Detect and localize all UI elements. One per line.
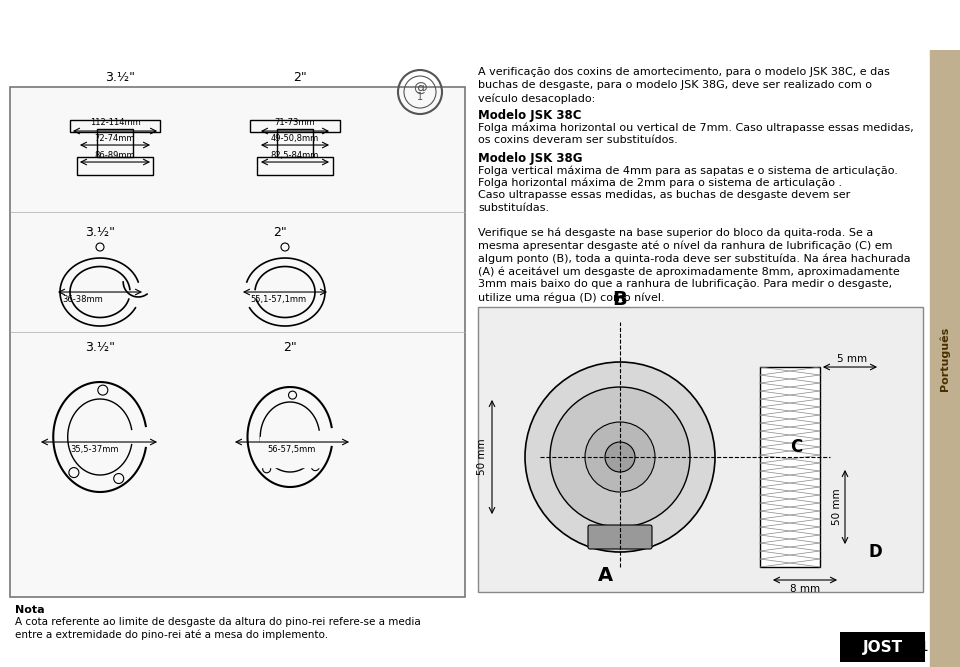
Text: 72-74mm: 72-74mm (95, 134, 135, 143)
Text: 2": 2" (274, 225, 287, 239)
Text: A: A (597, 566, 612, 585)
Text: A verificação dos coxins de amortecimento, para o modelo JSK 38C, e das: A verificação dos coxins de amorteciment… (478, 67, 890, 77)
Bar (10, 87, 465, 597)
Bar (760, 367, 820, 567)
Text: 3.½": 3.½" (105, 71, 135, 83)
Text: 50 mm: 50 mm (477, 439, 487, 476)
Text: veículo desacoplado:: veículo desacoplado: (478, 93, 595, 103)
Text: 1: 1 (417, 92, 423, 102)
Bar (257, 157, 333, 175)
Text: Folga máxima horizontal ou vertical de 7mm. Caso ultrapasse essas medidas,: Folga máxima horizontal ou vertical de 7… (478, 122, 914, 133)
Text: 3.½": 3.½" (85, 225, 115, 239)
Text: @: @ (413, 82, 427, 96)
Bar (77, 157, 153, 175)
Bar (478, 307, 923, 592)
Circle shape (605, 442, 635, 472)
Circle shape (550, 387, 690, 527)
Text: 36-38mm: 36-38mm (62, 295, 104, 304)
Bar (277, 129, 313, 157)
Bar (840, 632, 925, 662)
Bar (250, 120, 340, 132)
Text: substituídas.: substituídas. (478, 203, 549, 213)
Text: mesma apresentar desgaste até o nível da ranhura de lubrificação (C) em: mesma apresentar desgaste até o nível da… (478, 240, 893, 251)
Text: Nota: Nota (15, 605, 44, 615)
Text: 50 mm: 50 mm (832, 489, 842, 526)
Text: 8 mm: 8 mm (790, 584, 820, 594)
Text: 5 mm: 5 mm (837, 354, 867, 364)
Text: entre a extremidade do pino-rei até a mesa do implemento.: entre a extremidade do pino-rei até a me… (15, 629, 328, 640)
Text: Português: Português (940, 327, 950, 391)
Text: 49-50,8mm: 49-50,8mm (271, 134, 319, 143)
Text: 2": 2" (293, 71, 307, 83)
Text: 71-73mm: 71-73mm (275, 118, 315, 127)
Bar (930, 50, 960, 667)
Text: A cota referente ao limite de desgaste da altura do pino-rei refere-se a media: A cota referente ao limite de desgaste d… (15, 617, 420, 627)
Text: 86-89mm: 86-89mm (95, 151, 135, 160)
Text: 2": 2" (283, 341, 297, 354)
Text: 112-114mm: 112-114mm (89, 118, 140, 127)
Text: 82,5-84mm: 82,5-84mm (271, 151, 319, 160)
Text: buchas de desgaste, para o modelo JSK 38G, deve ser realizado com o: buchas de desgaste, para o modelo JSK 38… (478, 80, 872, 90)
Text: 35,5-37mm: 35,5-37mm (71, 445, 119, 454)
Bar (97, 129, 133, 157)
Text: utilize uma régua (D) como nível.: utilize uma régua (D) como nível. (478, 292, 664, 303)
Text: Modelo JSK 38C: Modelo JSK 38C (478, 109, 582, 122)
Text: D: D (868, 543, 881, 561)
Circle shape (525, 362, 715, 552)
Bar (70, 120, 160, 132)
Text: os coxins deveram ser substituídos.: os coxins deveram ser substituídos. (478, 135, 678, 145)
Text: 56-57,5mm: 56-57,5mm (268, 445, 316, 454)
Text: Folga vertical máxima de 4mm para as sapatas e o sistema de articulação.: Folga vertical máxima de 4mm para as sap… (478, 165, 898, 175)
Text: algum ponto (B), toda a quinta-roda deve ser substituída. Na área hachurada: algum ponto (B), toda a quinta-roda deve… (478, 253, 911, 263)
Text: 4  Manutenção e inspeção: 4 Manutenção e inspeção (10, 16, 273, 34)
Text: JOST: JOST (863, 640, 903, 654)
Text: Verifique se há desgaste na base superior do bloco da quita-roda. Se a: Verifique se há desgaste na base superio… (478, 227, 874, 237)
Text: 3.½": 3.½" (85, 341, 115, 354)
Text: 55,1-57,1mm: 55,1-57,1mm (250, 295, 306, 304)
Text: B: B (612, 290, 628, 309)
Text: 3mm mais baixo do que a ranhura de lubrificação. Para medir o desgaste,: 3mm mais baixo do que a ranhura de lubri… (478, 279, 892, 289)
Text: C: C (790, 438, 803, 456)
Circle shape (585, 422, 655, 492)
FancyBboxPatch shape (588, 525, 652, 549)
Text: Folga horizontal máxima de 2mm para o sistema de articulação .: Folga horizontal máxima de 2mm para o si… (478, 177, 842, 187)
Text: JSK 38C / JSK 38G: JSK 38C / JSK 38G (701, 16, 878, 34)
Text: Modelo JSK 38G: Modelo JSK 38G (478, 152, 583, 165)
Text: 11: 11 (911, 640, 929, 654)
Text: (A) é aceitável um desgaste de aproximadamente 8mm, aproximadamente: (A) é aceitável um desgaste de aproximad… (478, 266, 900, 277)
Text: Caso ultrapasse essas medidas, as buchas de desgaste devem ser: Caso ultrapasse essas medidas, as buchas… (478, 190, 851, 200)
